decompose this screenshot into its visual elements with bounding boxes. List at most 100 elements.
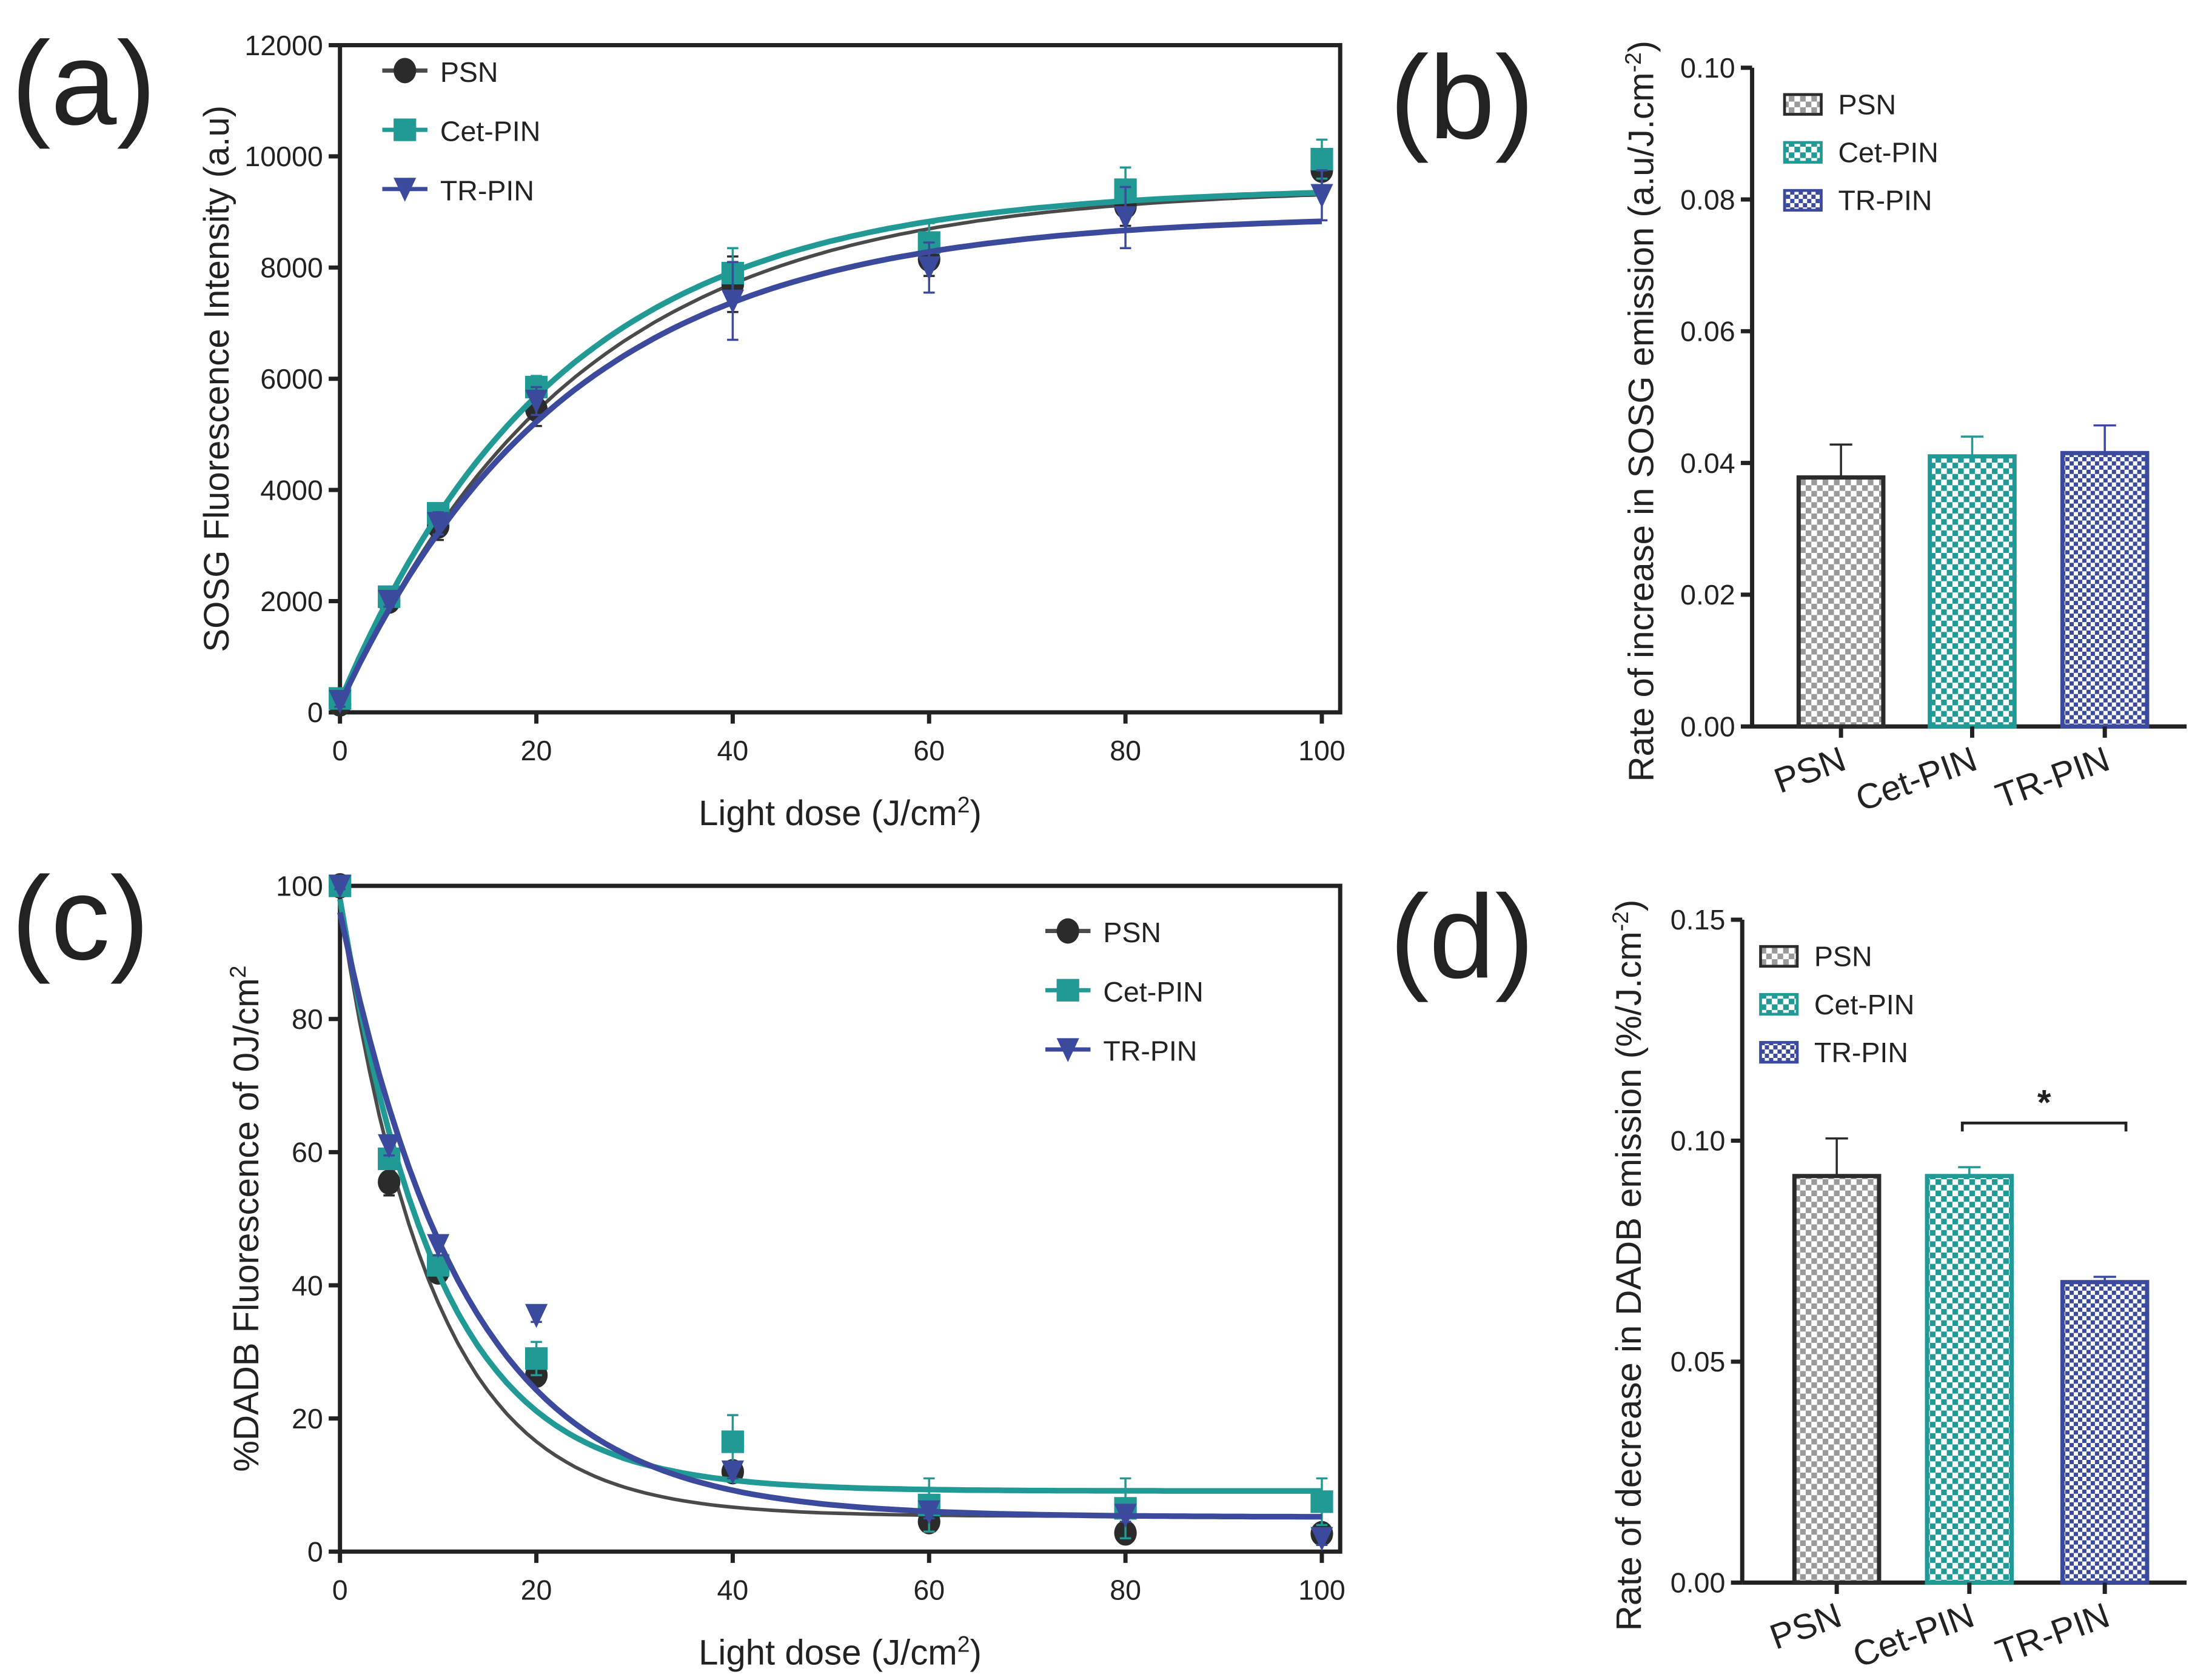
x-tick-label: 40: [717, 735, 749, 766]
y-axis-label-end: ): [1622, 41, 1661, 52]
x-axis-label-text: Light dose (J/cm: [699, 794, 957, 833]
x-tick-label: TR-PIN: [1991, 739, 2114, 816]
y-tick-label: 80: [292, 1003, 323, 1035]
panel-label-a: (a): [12, 18, 156, 150]
y-tick-label: 0.04: [1680, 447, 1735, 479]
legend-label: Cet-PIN: [440, 116, 540, 147]
x-tick-label: 60: [913, 1574, 945, 1605]
y-tick-label: 60: [292, 1137, 323, 1168]
legend-label: PSN: [440, 56, 498, 88]
x-tick-label: 0: [332, 1574, 348, 1605]
y-tick-label: 0.08: [1680, 184, 1735, 215]
panel-label-d: (d): [1390, 871, 1535, 1003]
legend-label: Cet-PIN: [1103, 976, 1203, 1008]
data-point-TR-PIN: [917, 256, 940, 281]
plot-frame: [338, 883, 1342, 1554]
legend-label: PSN: [1814, 941, 1872, 972]
data-point-Cet-PIN: [525, 1347, 548, 1370]
data-point-TR-PIN: [329, 874, 352, 899]
legend-label: TR-PIN: [1814, 1037, 1908, 1068]
x-tick-label: Cet-PIN: [1851, 739, 1982, 819]
legend-marker-TR-PIN: [1056, 1038, 1079, 1062]
data-point-TR-PIN: [1114, 1504, 1137, 1528]
x-tick-label: 100: [1298, 735, 1346, 766]
legend-marker-TR-PIN: [394, 178, 417, 202]
x-tick-label: 20: [521, 1574, 552, 1605]
y-axis-label: SOSG Fluorescence Intensity (a.u): [197, 105, 236, 652]
legend-label: PSN: [1838, 89, 1896, 121]
legend-label: TR-PIN: [440, 175, 534, 206]
y-tick-label: 100: [276, 870, 323, 902]
x-axis-label-sup: 2: [957, 792, 970, 817]
chart-d: 0.00 0.05 0.10 0.15 Rate of decrease in DADB…: [1607, 900, 2187, 1675]
y-axis-label: Rate of decrease in DADB emission (%/J.c…: [1607, 900, 1649, 1631]
x-tick-label: 20: [521, 735, 552, 766]
chart-b: 0.00 0.02 0.04 0.06 0.08 0.10 Rate of increase…: [1620, 41, 2187, 819]
y-axis-label: Rate of increase in SOSG emission (a.u/J…: [1620, 41, 1661, 781]
panel-label-b: (b): [1390, 32, 1535, 164]
legend-marker-Cet-PIN: [394, 118, 417, 141]
y-tick-label: 6000: [260, 363, 323, 395]
x-tick-label: 100: [1298, 1574, 1346, 1605]
data-point-TR-PIN: [721, 1460, 745, 1485]
y-tick-label: 0.10: [1680, 52, 1735, 84]
panel-label-c: (c): [12, 852, 150, 985]
y-tick-label: 20: [292, 1403, 323, 1434]
y-axis-label-text: Rate of increase in SOSG emission (a.u/J…: [1622, 72, 1661, 781]
data-point-TR-PIN: [427, 1234, 450, 1259]
legend-marker-PSN: [394, 58, 417, 84]
chart-c: 0 20 40 60 80 100 0 20 40 60 80 100 Light dose (J/cm…: [225, 870, 1346, 1672]
legend-label: PSN: [1103, 917, 1161, 948]
legend-label: Cet-PIN: [1814, 989, 1914, 1020]
y-tick-label: 0.06: [1680, 316, 1735, 347]
data-point-Cet-PIN: [1310, 147, 1333, 171]
x-tick-label: PSN: [1765, 1595, 1847, 1657]
significance-star: *: [2037, 1083, 2051, 1122]
data-point-TR-PIN: [525, 1304, 548, 1328]
y-axis-label-text: %DADB Fluorescence of 0J/cm: [227, 978, 266, 1471]
x-tick-label: Cet-PIN: [1848, 1595, 1979, 1675]
legend-label: Cet-PIN: [1838, 137, 1938, 169]
legend-swatch-PSN: [1783, 93, 1823, 116]
fit-curve-TR-PIN: [337, 218, 1322, 706]
y-tick-label: 4000: [260, 474, 323, 506]
x-tick-label: PSN: [1769, 739, 1851, 801]
legend-label: TR-PIN: [1838, 185, 1932, 216]
y-tick-label: 0: [307, 697, 323, 728]
legend-swatch-PSN: [1759, 945, 1799, 968]
y-tick-label: 40: [292, 1270, 323, 1301]
data-point-TR-PIN: [917, 1500, 940, 1525]
data-point-TR-PIN: [378, 1134, 401, 1159]
data-point-TR-PIN: [1310, 184, 1333, 209]
data-point-TR-PIN: [1114, 206, 1137, 230]
legend-swatch-TR-PIN: [1759, 1041, 1799, 1064]
y-tick-label: 0: [307, 1536, 323, 1568]
y-tick-label: 0.05: [1671, 1346, 1726, 1377]
data-point-PSN: [378, 1169, 401, 1195]
bar-PSN: [1796, 475, 1886, 729]
fit-curve-TR-PIN: [337, 912, 1322, 1520]
y-tick-label: 0.00: [1671, 1567, 1726, 1599]
legend-swatch-Cet-PIN: [1759, 992, 1799, 1016]
x-axis-label: Light dose (J/cm2): [699, 792, 982, 833]
y-tick-label: 12000: [244, 30, 323, 61]
x-tick-label: 80: [1110, 1574, 1141, 1605]
y-tick-label: 0.00: [1680, 711, 1735, 743]
legend-marker-PSN: [1056, 918, 1079, 944]
chart-a: 0 20 40 60 80 100 0 2000 4000 6000 8000 10000 12000 L…: [197, 30, 1346, 833]
x-tick-label: TR-PIN: [1991, 1595, 2114, 1672]
y-axis-label: %DADB Fluorescence of 0J/cm2: [225, 966, 266, 1472]
y-tick-label: 8000: [260, 252, 323, 284]
x-axis-label-end: ): [970, 1633, 981, 1672]
data-point-TR-PIN: [1310, 1527, 1333, 1551]
y-tick-label: 2000: [260, 586, 323, 617]
legend-marker-Cet-PIN: [1056, 979, 1079, 1002]
significance-bracket: [1960, 1121, 2128, 1132]
fit-curve-PSN: [338, 193, 1322, 708]
y-tick-label: 0.15: [1671, 904, 1726, 935]
bar-Cet-PIN: [1928, 454, 2017, 729]
x-tick-label: 0: [332, 735, 348, 766]
y-tick-label: 10000: [244, 141, 323, 172]
y-axis-label-sup: -2: [1607, 911, 1633, 931]
